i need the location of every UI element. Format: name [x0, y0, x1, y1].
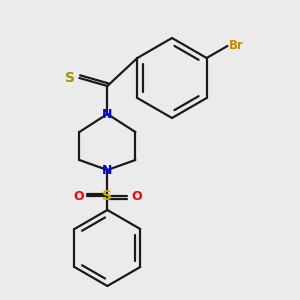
Text: N: N	[102, 164, 112, 176]
Text: S: S	[65, 71, 75, 85]
Text: S: S	[102, 189, 112, 203]
Text: Br: Br	[228, 40, 243, 52]
Text: O: O	[73, 190, 84, 202]
Text: O: O	[131, 190, 142, 202]
Text: N: N	[102, 107, 112, 121]
